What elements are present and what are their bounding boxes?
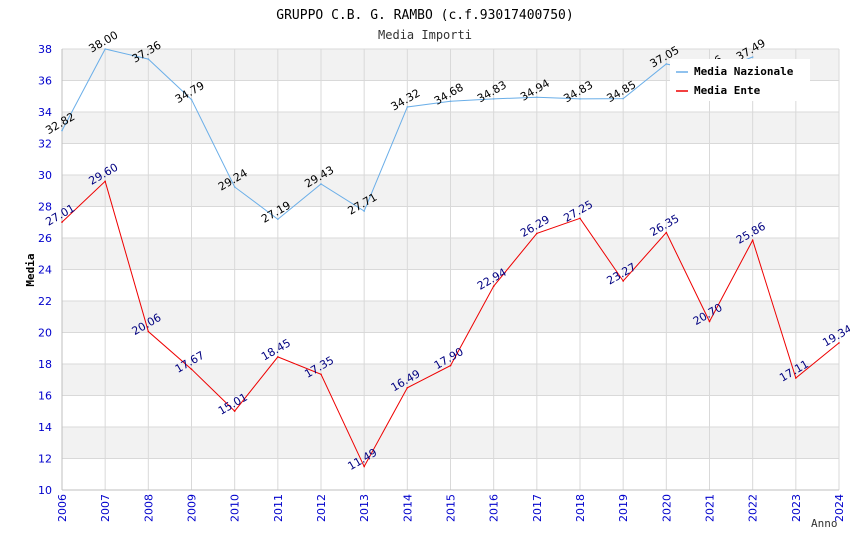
y-tick-label: 36 [38,75,52,88]
data-point-media-ente [277,356,279,358]
y-tick-label: 28 [38,201,52,214]
data-point-media-nazionale [536,96,538,98]
data-point-media-ente [751,239,754,242]
legend: Media Nazionale Media Ente [670,59,810,101]
data-point-media-nazionale [751,56,754,58]
data-point-media-ente [579,217,581,220]
data-point-media-ente [61,221,63,223]
x-tick-label: 2021 [704,494,717,522]
data-point-media-ente [536,232,538,235]
y-tick-label: 22 [38,295,52,308]
x-tick-label: 2014 [401,494,414,522]
data-point-media-nazionale [233,186,236,188]
y-tick-label: 14 [38,421,52,434]
data-point-media-nazionale [320,183,322,185]
y-tick-label: 20 [38,327,52,340]
data-point-media-ente [147,330,150,333]
legend-label-media-nazionale: Media Nazionale [694,65,794,78]
y-tick-label: 32 [38,138,52,151]
data-point-media-ente [795,377,797,379]
y-tick-label: 10 [38,484,52,497]
x-tick-label: 2010 [229,494,242,522]
data-point-media-ente [190,368,193,370]
y-tick-label: 24 [38,264,52,277]
data-point-media-nazionale [449,100,452,103]
data-point-media-ente [449,364,452,367]
chart-subtitle: Media Importi [378,28,472,42]
x-tick-label: 2020 [660,494,673,522]
x-tick-label: 2016 [488,494,501,522]
legend-box [670,59,810,101]
legend-label-media-ente: Media Ente [694,84,761,97]
x-tick-label: 2013 [358,494,371,522]
y-tick-label: 34 [38,106,52,119]
x-tick-label: 2018 [574,494,587,522]
x-tick-label: 2023 [790,494,803,522]
chart-title: GRUPPO C.B. G. RAMBO (c.f.93017400750) [276,8,573,23]
data-point-media-ente [233,410,236,412]
data-point-media-ente [320,373,322,376]
x-tick-label: 2011 [272,494,285,522]
data-point-media-nazionale [104,48,106,50]
axes [61,49,839,491]
x-tick-label: 2012 [315,494,328,522]
data-point-media-ente [363,465,365,468]
y-tick-label: 16 [38,390,52,403]
data-point-media-nazionale [147,58,150,60]
y-tick-label: 38 [38,43,52,56]
y-tick-label: 26 [38,232,52,245]
y-axis-label: Media [24,253,37,286]
y-tick-label: 18 [38,358,52,371]
data-point-media-nazionale [492,98,495,100]
x-tick-label: 2017 [531,494,544,522]
data-point-media-nazionale [665,63,668,65]
x-tick-label: 2015 [445,494,458,522]
data-point-media-ente [838,342,840,344]
data-point-media-nazionale [363,210,365,212]
data-point-media-nazionale [277,218,279,221]
series-lines [61,48,840,468]
x-tick-label: 2019 [617,494,630,522]
x-axis-label: Anno [811,517,838,530]
data-point-media-nazionale [61,129,63,132]
data-point-media-nazionale [579,98,581,100]
x-tick-label: 2006 [56,494,69,522]
data-point-media-ente [708,320,711,323]
data-point-media-ente [665,231,668,234]
data-point-media-ente [406,386,409,389]
data-point-media-nazionale [622,97,624,100]
x-tick-label: 2022 [747,494,760,522]
x-tick-label: 2024 [833,494,846,522]
data-point-media-ente [622,280,624,282]
data-point-media-nazionale [190,98,193,101]
x-tick-label: 2009 [186,494,199,522]
y-tick-label: 30 [38,169,52,182]
x-tick-label: 2007 [99,494,112,522]
data-point-media-nazionale [406,106,409,108]
x-tick-label: 2008 [142,494,155,522]
y-tick-label: 12 [38,453,52,466]
data-point-media-ente [492,285,495,287]
data-point-media-ente [104,180,106,183]
